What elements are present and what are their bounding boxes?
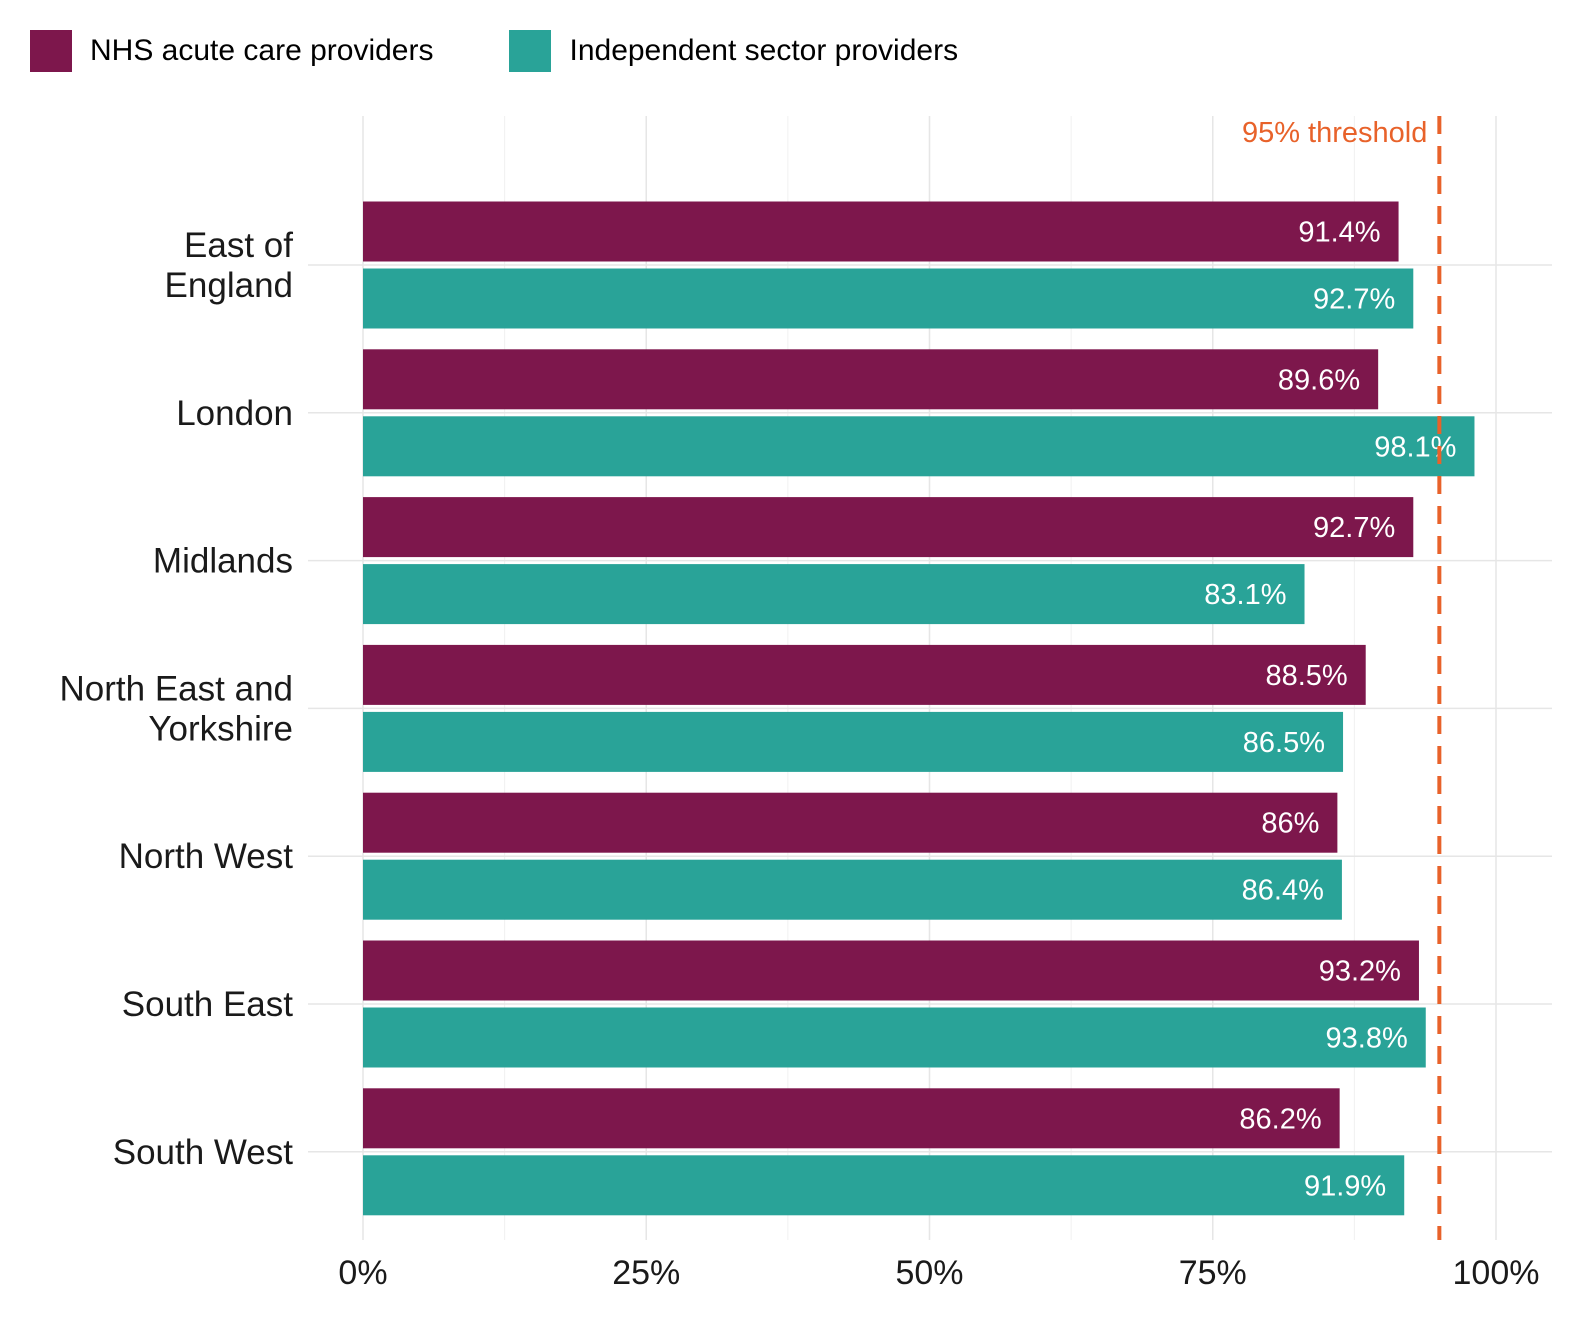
legend-label-independent: Independent sector providers [569,34,959,67]
x-tick-label: 25% [612,1254,680,1292]
category-label-line: North West [119,837,294,876]
data-label-independent-3: 83.1% [1204,579,1286,611]
data-label-nhs-7: 86.2% [1239,1103,1321,1135]
x-tick-label: 75% [1179,1254,1247,1292]
category-label-1: East of England [165,226,294,305]
legend: NHS acute care providers Independent sec… [30,30,1034,72]
bar-independent-4 [363,711,1344,772]
category-label-line: South West [113,1133,294,1172]
category-label-line: North East and [60,669,293,708]
bar-independent-1 [363,268,1414,329]
legend-swatch-independent [509,30,552,72]
legend-item-nhs: NHS acute care providers [30,30,433,72]
bar-independent-2 [363,416,1475,477]
x-tick-label: 100% [1453,1254,1540,1292]
bar-independent-6 [363,1007,1426,1068]
data-label-independent-7: 91.9% [1304,1170,1386,1202]
data-label-nhs-6: 93.2% [1319,956,1401,988]
data-label-nhs-5: 86% [1261,808,1319,840]
category-label-line: Midlands [153,542,293,581]
category-label-5: North West [119,837,294,876]
threshold-label: 95% threshold [1242,117,1427,149]
bar-nhs-6 [363,940,1419,1001]
legend-label-nhs: NHS acute care providers [90,34,434,67]
x-tick-label: 0% [338,1254,387,1292]
data-label-independent-6: 93.8% [1326,1023,1408,1055]
category-label-4: North East and Yorkshire [60,669,293,748]
bar-nhs-5 [363,792,1338,853]
bar-independent-5 [363,859,1342,920]
bar-independent-7 [363,1155,1405,1216]
category-label-3: Midlands [153,542,293,581]
category-label-2: London [176,394,293,433]
category-label-line: East of [184,226,293,265]
bar-nhs-3 [363,497,1414,558]
category-label-line: South East [122,985,293,1024]
data-label-independent-2: 98.1% [1374,431,1456,463]
data-label-independent-4: 86.5% [1243,727,1325,759]
data-label-nhs-1: 91.4% [1298,217,1380,249]
data-label-nhs-4: 88.5% [1265,660,1347,692]
data-label-independent-5: 86.4% [1242,875,1324,907]
data-label-nhs-2: 89.6% [1278,364,1360,396]
bar-nhs-1 [363,201,1399,262]
bar-nhs-4 [363,644,1366,705]
bar-independent-3 [363,564,1305,625]
category-label-line: England [165,266,293,305]
category-label-line: London [176,394,293,433]
category-label-line: Yorkshire [148,709,293,748]
category-label-6: South East [122,985,293,1024]
bar-nhs-7 [363,1088,1340,1149]
x-tick-label: 50% [895,1254,963,1292]
data-label-independent-1: 92.7% [1313,284,1395,316]
data-label-nhs-3: 92.7% [1313,512,1395,544]
legend-item-independent: Independent sector providers [509,30,958,72]
legend-swatch-nhs [30,30,72,72]
category-label-7: South West [113,1133,294,1172]
bar-nhs-2 [363,349,1379,410]
